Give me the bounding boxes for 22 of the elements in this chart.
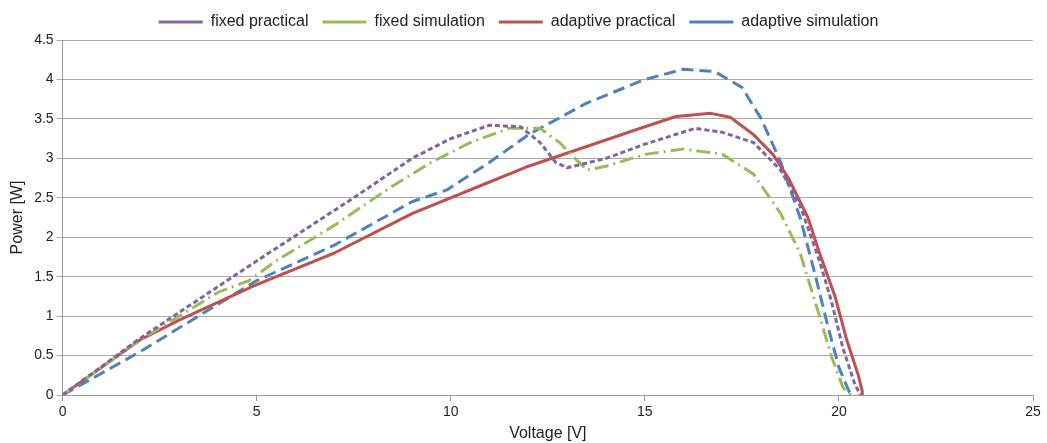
x-tick-label: 10 <box>443 403 459 420</box>
legend-label: adaptive simulation <box>741 12 879 30</box>
legend-label: adaptive practical <box>550 12 676 30</box>
y-tick-label: 4 <box>45 70 54 87</box>
y-tick-label: 4.5 <box>34 30 54 47</box>
y-tick-label: 3.5 <box>34 109 54 126</box>
x-tick-label: 0 <box>58 403 67 420</box>
legend-label: fixed practical <box>210 12 309 30</box>
x-tick-label: 20 <box>831 403 847 420</box>
x-axis-title: Voltage [V] <box>509 423 587 441</box>
x-tick-label: 15 <box>637 403 653 420</box>
y-tick-label: 1.5 <box>34 267 54 284</box>
y-axis-title: Power [W] <box>8 180 26 255</box>
y-tick-label: 3 <box>45 149 54 166</box>
y-tick-label: 0 <box>45 385 54 402</box>
x-tick-label: 5 <box>252 403 261 420</box>
legend-label: fixed simulation <box>374 12 485 30</box>
y-tick-label: 1 <box>45 306 54 323</box>
y-tick-label: 0.5 <box>34 346 54 363</box>
y-tick-label: 2 <box>45 228 54 245</box>
x-tick-label: 25 <box>1025 403 1041 420</box>
y-tick-label: 2.5 <box>34 188 54 205</box>
